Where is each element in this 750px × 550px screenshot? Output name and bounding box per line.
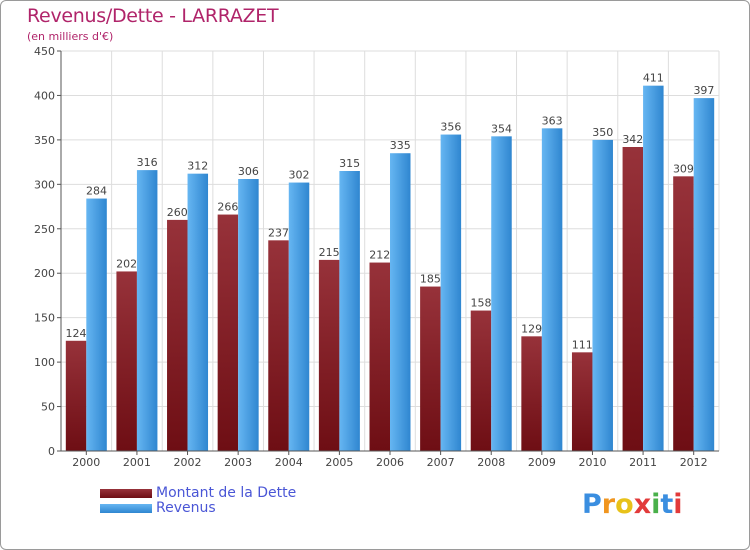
- legend-swatch-dette: [100, 489, 152, 498]
- bar-dette: [571, 352, 593, 451]
- x-tick-label: 2005: [325, 456, 353, 469]
- bar-dette: [369, 262, 390, 451]
- bar-revenus: [339, 171, 360, 451]
- data-label-revenus: 302: [289, 169, 310, 182]
- data-label-dette: 212: [369, 249, 390, 262]
- x-tick-label: 2010: [578, 456, 606, 469]
- y-tick-label: 150: [34, 312, 55, 325]
- bar-revenus: [491, 136, 512, 452]
- data-label-dette: 309: [673, 162, 694, 175]
- data-label-revenus: 306: [238, 165, 259, 178]
- bar-dette: [470, 310, 492, 451]
- y-tick-label: 100: [34, 356, 55, 369]
- bar-chart: 0 50 100 150 200 250 300 350 400 450 124 284 2000 202…: [34, 45, 720, 469]
- bar-revenus: [136, 170, 158, 451]
- data-label-revenus: 350: [592, 126, 613, 139]
- x-tick-label: 2002: [174, 456, 202, 469]
- bar-dette: [268, 240, 289, 451]
- chart-title: Revenus/Dette - LARRAZET: [27, 5, 279, 27]
- x-tick-label: 2011: [629, 456, 657, 469]
- data-label-dette: 124: [66, 327, 87, 340]
- data-label-revenus: 315: [339, 157, 360, 170]
- data-label-dette: 215: [319, 246, 340, 259]
- data-label-revenus: 354: [491, 122, 512, 135]
- bar-revenus: [693, 98, 715, 451]
- logo-letter: i: [673, 489, 683, 520]
- data-label-revenus: 316: [137, 156, 158, 169]
- logo-letter: r: [601, 489, 616, 520]
- x-tick-label: 2000: [72, 456, 100, 469]
- bar-revenus: [288, 182, 310, 452]
- logo-letter: i: [651, 489, 661, 520]
- y-tick-label: 200: [34, 267, 55, 280]
- data-label-dette: 158: [470, 297, 491, 310]
- bar-dette: [217, 214, 239, 451]
- bar-dette: [622, 147, 644, 451]
- x-tick-label: 2003: [224, 456, 252, 469]
- data-label-dette: 202: [116, 257, 137, 270]
- bar-dette: [65, 340, 87, 451]
- data-label-dette: 260: [167, 206, 188, 219]
- bar-revenus: [390, 153, 411, 451]
- data-label-dette: 129: [521, 322, 542, 335]
- x-tick-label: 2007: [427, 456, 455, 469]
- bar-dette: [116, 271, 137, 451]
- x-tick-label: 2009: [528, 456, 556, 469]
- bar-revenus: [592, 139, 613, 451]
- bar-revenus: [86, 198, 107, 451]
- x-tick-label: 2001: [123, 456, 151, 469]
- x-tick-label: 2012: [680, 456, 708, 469]
- bar-revenus: [238, 179, 259, 451]
- legend-label-revenus: Revenus: [156, 500, 216, 516]
- logo-letter: o: [615, 489, 634, 520]
- y-tick-label: 50: [41, 401, 55, 414]
- data-label-revenus: 363: [542, 114, 563, 127]
- data-label-dette: 111: [572, 338, 593, 351]
- x-tick-label: 2006: [376, 456, 404, 469]
- bar-revenus: [187, 173, 209, 451]
- logo-letter: P: [582, 489, 602, 520]
- y-tick-label: 400: [34, 89, 55, 102]
- legend-label-dette: Montant de la Dette: [156, 485, 297, 501]
- bar-dette: [673, 176, 694, 452]
- logo-letter: t: [660, 489, 674, 520]
- bar-dette: [521, 336, 542, 451]
- x-tick-label: 2008: [477, 456, 505, 469]
- logo-letter: x: [633, 489, 652, 520]
- data-label-revenus: 411: [643, 72, 664, 85]
- bar-revenus: [541, 128, 563, 452]
- y-tick-label: 350: [34, 134, 55, 147]
- y-tick-label: 450: [34, 45, 55, 58]
- data-label-revenus: 335: [390, 139, 411, 152]
- data-label-dette: 266: [217, 201, 238, 214]
- data-label-revenus: 284: [86, 185, 107, 198]
- y-tick-label: 300: [34, 178, 55, 191]
- bar-revenus: [643, 85, 664, 452]
- bar-dette: [167, 219, 188, 451]
- data-label-revenus: 312: [187, 160, 208, 173]
- proxiti-logo: Proxiti: [582, 489, 683, 520]
- bar-revenus: [440, 134, 462, 452]
- y-tick-label: 0: [48, 445, 55, 458]
- data-label-dette: 237: [268, 226, 289, 239]
- data-label-dette: 185: [420, 273, 441, 286]
- data-label-revenus: 356: [440, 121, 461, 134]
- y-tick-label: 250: [34, 223, 55, 236]
- bar-dette: [420, 286, 441, 451]
- x-tick-label: 2004: [275, 456, 303, 469]
- data-label-dette: 342: [622, 133, 643, 146]
- bar-dette: [318, 259, 340, 451]
- data-label-revenus: 397: [693, 84, 714, 97]
- legend-swatch-revenus: [100, 504, 152, 513]
- chart-subtitle: (en milliers d'€): [27, 30, 114, 43]
